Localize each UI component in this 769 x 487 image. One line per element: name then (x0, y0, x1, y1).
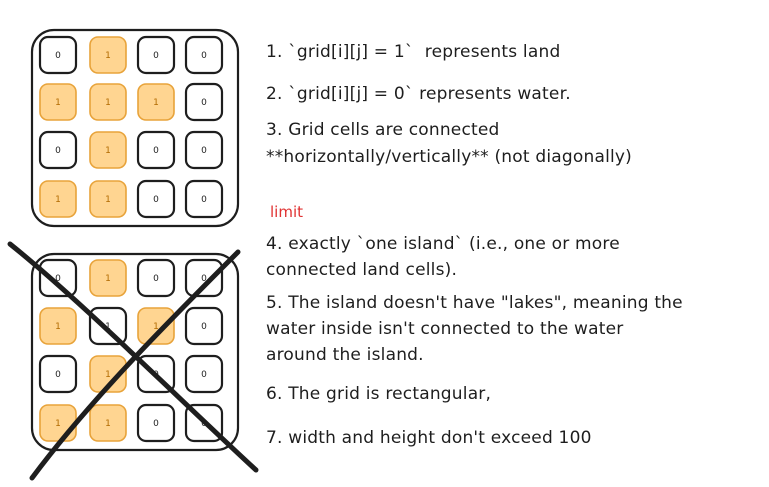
valid-cell-value-0-1: 1 (105, 51, 111, 61)
invalid-cell-value-2-3: 0 (201, 370, 207, 380)
invalid-grid-frame (30, 252, 240, 452)
valid-cell-value-1-2: 1 (153, 98, 159, 108)
valid-cell-value-2-0: 0 (55, 146, 61, 156)
limit-label: limit (270, 203, 303, 221)
invalid-cell-value-1-2: 1 (153, 322, 159, 332)
valid-cell-0-3 (184, 35, 224, 75)
valid-cell-value-3-2: 0 (153, 195, 159, 205)
invalid-cell-1-2 (137, 307, 175, 345)
rule-3-line-1: 3. Grid cells are connected (266, 120, 500, 140)
rule-6: 6. The grid is rectangular, (266, 384, 492, 404)
invalid-cell-0-2 (136, 258, 176, 298)
invalid-cell-value-1-1: 1 (105, 322, 111, 332)
cross-stroke-1 (7, 241, 259, 473)
valid-cell-value-2-1: 1 (105, 146, 111, 156)
rule-4-line-2: connected land cells). (266, 260, 458, 280)
valid-cell-value-1-1: 1 (105, 98, 111, 108)
valid-cell-0-1 (89, 36, 127, 74)
valid-cell-value-2-2: 0 (153, 146, 159, 156)
valid-cell-value-3-3: 0 (201, 195, 207, 205)
invalid-cell-value-2-0: 0 (55, 370, 61, 380)
invalid-cell-0-1 (89, 259, 127, 297)
valid-cell-value-3-1: 1 (105, 195, 111, 205)
valid-cell-value-0-0: 0 (55, 51, 61, 61)
valid-cell-3-0 (39, 180, 77, 218)
invalid-cell-0-3 (184, 258, 224, 298)
invalid-cell-value-2-1: 1 (105, 370, 111, 380)
invalid-cell-value-1-0: 1 (55, 322, 61, 332)
valid-cell-3-2 (136, 179, 176, 219)
rule-5-line-2: water inside isn't connected to the wate… (266, 319, 624, 339)
valid-cell-value-3-0: 1 (55, 195, 61, 205)
valid-grid: 0 1 0 0 1 1 1 0 0 1 0 0 1 1 0 0 (30, 28, 240, 228)
invalid-cell-value-0-3: 0 (201, 274, 207, 284)
invalid-cell-1-3 (184, 306, 224, 346)
valid-cell-2-0 (38, 130, 78, 170)
invalid-cell-value-0-1: 1 (105, 274, 111, 284)
invalid-cell-value-0-0: 0 (55, 274, 61, 284)
rule-1: 1. `grid[i][j] = 1` represents land (266, 42, 561, 62)
rule-4-line-1: 4. exactly `one island` (i.e., one or mo… (266, 234, 620, 254)
valid-cell-value-0-2: 0 (153, 51, 159, 61)
valid-cell-1-3 (184, 82, 224, 122)
rule-3-line-2: **horizontally/vertically** (not diagona… (266, 147, 633, 167)
valid-cell-1-2 (137, 83, 175, 121)
invalid-cell-3-1 (89, 404, 127, 442)
rule-2: 2. `grid[i][j] = 0` represents water. (266, 84, 571, 104)
valid-cell-value-0-3: 0 (201, 51, 207, 61)
invalid-cell-3-2 (136, 403, 176, 443)
cross-stroke-2 (29, 249, 241, 481)
valid-cell-3-3 (184, 179, 224, 219)
invalid-cell-value-3-2: 0 (153, 419, 159, 429)
invalid-grid: 0 1 0 01 1 1 00 1 0 01 1 0 0 (30, 252, 240, 452)
valid-cell-2-1 (89, 131, 127, 169)
invalid-cell-1-1 (88, 306, 128, 346)
invalid-cell-2-3 (184, 354, 224, 394)
rule-5-line-3: around the island. (266, 345, 424, 365)
valid-cell-2-3 (184, 130, 224, 170)
valid-cell-value-2-3: 0 (201, 146, 207, 156)
valid-cell-1-1 (89, 83, 127, 121)
rule-7: 7. width and height don't exceed 100 (266, 428, 592, 448)
invalid-cell-value-3-0: 1 (55, 419, 61, 429)
invalid-cell-1-0 (39, 307, 77, 345)
invalid-cell-value-0-2: 0 (153, 274, 159, 284)
cross-out-mark (7, 241, 259, 481)
invalid-cell-0-0 (38, 258, 78, 298)
valid-cell-3-1 (89, 180, 127, 218)
invalid-cell-value-3-1: 1 (105, 419, 111, 429)
valid-cell-0-0 (38, 35, 78, 75)
rule-5-line-1: 5. The island doesn't have "lakes", mean… (266, 293, 683, 313)
valid-cell-0-2 (136, 35, 176, 75)
valid-cell-2-2 (136, 130, 176, 170)
invalid-cell-2-0 (38, 354, 78, 394)
invalid-cell-value-1-3: 0 (201, 322, 207, 332)
invalid-cell-2-1 (89, 355, 127, 393)
valid-cell-1-0 (39, 83, 77, 121)
valid-cell-value-1-0: 1 (55, 98, 61, 108)
valid-cell-value-1-3: 0 (201, 98, 207, 108)
valid-grid-frame (30, 28, 240, 228)
